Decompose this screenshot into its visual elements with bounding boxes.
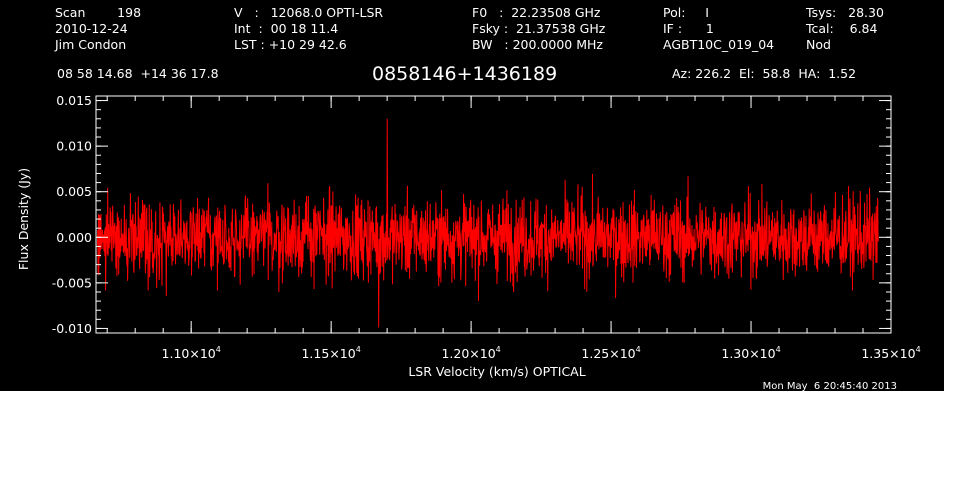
- if-label: IF : 1: [663, 21, 714, 36]
- rest-frequency-label: F0 : 22.23508 GHz: [472, 5, 601, 20]
- coordinates-label: 08 58 14.68 +14 36 17.8: [57, 66, 219, 81]
- x-tick-label: 1.10×104: [162, 345, 221, 361]
- plot-panel: Scan 198 2010-12-24 Jim Condon V : 12068…: [0, 0, 944, 391]
- x-axis-title: LSR Velocity (km/s) OPTICAL: [408, 364, 585, 379]
- y-tick-label: -0.010: [52, 321, 92, 336]
- x-tick-label: 1.35×104: [861, 345, 920, 361]
- velocity-label: V : 12068.0 OPTI-LSR: [234, 5, 383, 20]
- tsys-label: Tsys: 28.30: [805, 5, 884, 20]
- az-el-ha-label: Az: 226.2 El: 58.8 HA: 1.52: [672, 66, 856, 81]
- observer-label: Jim Condon: [54, 37, 126, 52]
- spectrum-chart: Scan 198 2010-12-24 Jim Condon V : 12068…: [16, 5, 921, 391]
- tcal-label: Tcal: 6.84: [805, 21, 878, 36]
- integration-label: Int : 00 18 11.4: [234, 21, 338, 36]
- project-label: AGBT10C_019_04: [663, 37, 774, 52]
- axes-layer: 0.015 0.010 0.005 0.000 -0.005 -0.010 1.10×104…: [52, 93, 921, 361]
- y-tick-label: 0.015: [56, 93, 92, 108]
- scan-label: Scan 198: [55, 5, 141, 20]
- y-tick-label: -0.005: [52, 275, 92, 290]
- series-layer: [96, 118, 879, 328]
- procedure-label: Nod: [806, 37, 831, 52]
- y-tick-label: 0.000: [56, 230, 92, 245]
- plot-timestamp: Mon May 6 20:45:40 2013: [763, 381, 897, 391]
- lst-label: LST : +10 29 42.6: [234, 37, 347, 52]
- bandwidth-label: BW : 200.0000 MHz: [472, 37, 603, 52]
- x-tick-label: 1.25×104: [581, 345, 640, 361]
- y-axis-title: Flux Density (Jy): [16, 168, 31, 270]
- date-label: 2010-12-24: [55, 21, 128, 36]
- y-tick-label: 0.010: [56, 139, 92, 154]
- x-tick-label: 1.15×104: [301, 345, 360, 361]
- spectrum-series-line: [96, 118, 879, 328]
- sky-frequency-label: Fsky : 21.37538 GHz: [472, 21, 606, 36]
- plot-frame: [95, 95, 892, 334]
- polarization-label: Pol: I: [663, 5, 709, 20]
- y-tick-label: 0.005: [56, 184, 92, 199]
- source-name: 0858146+1436189: [372, 63, 557, 85]
- x-tick-label: 1.30×104: [721, 345, 780, 361]
- x-tick-label: 1.20×104: [441, 345, 500, 361]
